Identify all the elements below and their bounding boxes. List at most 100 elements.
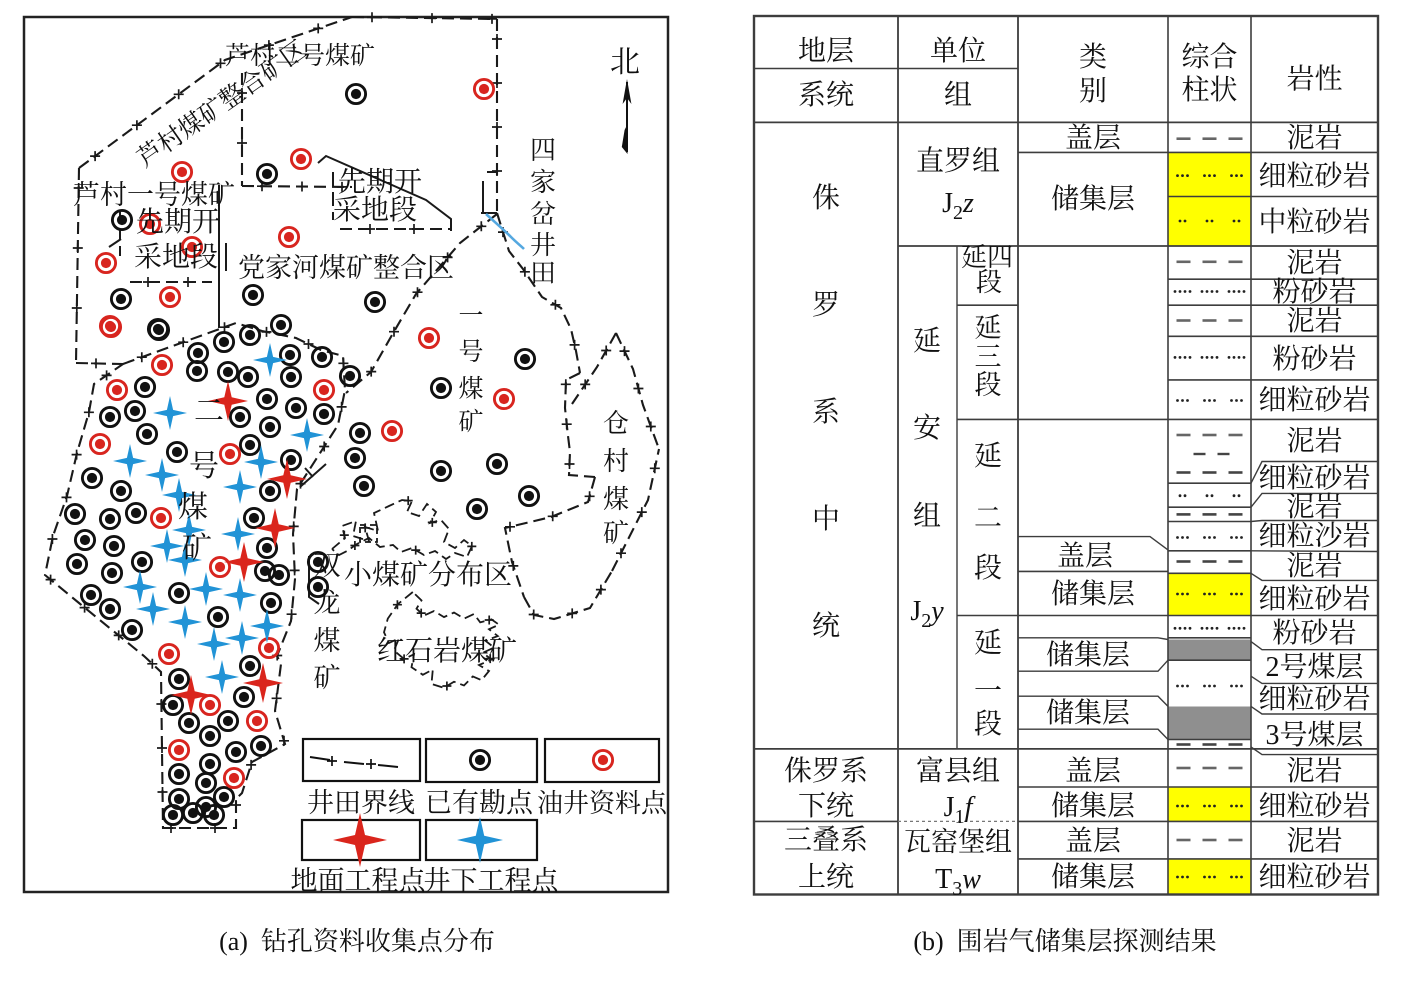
- svg-text:安: 安: [913, 412, 941, 444]
- svg-text:细粒砂岩: 细粒砂岩: [1258, 861, 1370, 893]
- svg-text:储集层: 储集层: [1051, 790, 1135, 822]
- svg-text:粉砂岩: 粉砂岩: [1272, 343, 1356, 375]
- svg-text:矿: 矿: [458, 408, 483, 436]
- svg-text:矿: 矿: [314, 663, 341, 693]
- svg-text:四: 四: [530, 136, 556, 165]
- svg-text:盖层: 盖层: [1057, 540, 1113, 572]
- svg-text:盖层: 盖层: [1065, 755, 1121, 787]
- svg-text:延: 延: [974, 627, 1002, 659]
- svg-text:细粒砂岩: 细粒砂岩: [1258, 462, 1370, 494]
- svg-text:储集层: 储集层: [1051, 183, 1135, 215]
- svg-text:先期开: 先期开: [136, 206, 220, 238]
- svg-text:粉砂岩: 粉砂岩: [1272, 276, 1356, 308]
- svg-text:别: 别: [1079, 75, 1107, 107]
- svg-text:延: 延: [974, 440, 1002, 472]
- svg-text:煤: 煤: [314, 626, 341, 656]
- svg-text:三: 三: [975, 342, 1002, 372]
- svg-text:3号煤层: 3号煤层: [1265, 719, 1363, 751]
- svg-text:二: 二: [974, 503, 1002, 534]
- svg-text:单位: 单位: [930, 35, 986, 67]
- svg-text:延: 延: [975, 313, 1002, 343]
- svg-text:号: 号: [189, 450, 219, 483]
- svg-text:井: 井: [530, 231, 556, 260]
- svg-text:盖层: 盖层: [1065, 122, 1121, 154]
- svg-text:泥岩: 泥岩: [1286, 247, 1342, 279]
- svg-text:煤: 煤: [458, 375, 483, 403]
- svg-text:泥岩: 泥岩: [1286, 122, 1342, 154]
- svg-text:组: 组: [944, 79, 972, 111]
- svg-text:段: 段: [974, 552, 1002, 584]
- svg-text:侏罗系: 侏罗系: [784, 755, 868, 787]
- svg-text:细粒砂岩: 细粒砂岩: [1258, 583, 1370, 615]
- svg-text:储集层: 储集层: [1046, 697, 1130, 729]
- svg-text:三叠系: 三叠系: [784, 824, 868, 856]
- svg-text:储集层: 储集层: [1046, 639, 1130, 671]
- svg-text:采地段: 采地段: [134, 241, 218, 273]
- svg-text:泥岩: 泥岩: [1286, 755, 1342, 787]
- svg-text:先期开: 先期开: [338, 166, 422, 198]
- svg-text:罗: 罗: [812, 290, 840, 321]
- svg-text:仓: 仓: [603, 409, 629, 438]
- svg-text:下统: 下统: [798, 790, 854, 822]
- svg-text:延四: 延四: [961, 243, 1013, 272]
- svg-text:田: 田: [530, 259, 556, 288]
- svg-text:细粒砂岩: 细粒砂岩: [1258, 160, 1370, 192]
- svg-text:段: 段: [974, 708, 1002, 740]
- svg-text:细粒沙岩: 细粒沙岩: [1258, 520, 1370, 552]
- svg-text:中粒砂岩: 中粒砂岩: [1258, 206, 1370, 238]
- svg-text:家: 家: [530, 168, 556, 197]
- svg-text:柱状: 柱状: [1181, 74, 1237, 106]
- svg-text:二: 二: [194, 395, 224, 428]
- svg-text:富县组: 富县组: [916, 755, 1000, 787]
- svg-text:党家河煤矿整合区: 党家河煤矿整合区: [238, 253, 454, 283]
- svg-text:类: 类: [1079, 41, 1107, 73]
- svg-text:(b) 围岩气储集层探测结果: (b) 围岩气储集层探测结果: [913, 927, 1216, 956]
- svg-text:细粒砂岩: 细粒砂岩: [1258, 384, 1370, 416]
- svg-text:油井资料点: 油井资料点: [537, 789, 668, 818]
- svg-text:段: 段: [976, 268, 1002, 297]
- svg-text:系统: 系统: [798, 79, 854, 111]
- svg-text:矿: 矿: [182, 532, 212, 565]
- svg-text:泥岩: 泥岩: [1286, 825, 1342, 857]
- svg-text:芦村一号煤矿: 芦村一号煤矿: [73, 180, 235, 210]
- svg-text:小煤矿分布区: 小煤矿分布区: [344, 559, 512, 591]
- svg-text:一: 一: [458, 303, 483, 330]
- svg-text:中: 中: [812, 503, 840, 535]
- svg-text:储集层: 储集层: [1051, 578, 1135, 610]
- svg-text:北: 北: [610, 46, 640, 79]
- svg-text:矿: 矿: [603, 519, 629, 548]
- svg-text:一: 一: [974, 676, 1002, 707]
- svg-text:(a) 钻孔资料收集点分布: (a) 钻孔资料收集点分布: [219, 927, 495, 956]
- svg-text:系: 系: [812, 396, 840, 428]
- svg-text:盖层: 盖层: [1065, 825, 1121, 857]
- svg-text:侏: 侏: [812, 182, 840, 214]
- svg-text:细粒砂岩: 细粒砂岩: [1258, 790, 1370, 822]
- svg-text:井下工程点: 井下工程点: [424, 866, 560, 896]
- svg-text:村: 村: [603, 447, 629, 476]
- svg-text:红石岩煤矿: 红石岩煤矿: [377, 635, 517, 667]
- svg-text:段: 段: [975, 370, 1002, 400]
- svg-text:泥岩: 泥岩: [1286, 305, 1342, 337]
- svg-text:岩性: 岩性: [1286, 63, 1342, 95]
- svg-text:已有勘点: 已有勘点: [425, 788, 534, 818]
- svg-text:2号煤层: 2号煤层: [1265, 651, 1363, 683]
- svg-text:综合: 综合: [1181, 41, 1237, 73]
- svg-text:泥岩: 泥岩: [1286, 425, 1342, 457]
- svg-text:瓦窑堡组: 瓦窑堡组: [904, 827, 1012, 857]
- svg-text:粉砂岩: 粉砂岩: [1272, 617, 1356, 649]
- svg-text:煤: 煤: [603, 485, 629, 514]
- svg-text:泥岩: 泥岩: [1286, 550, 1342, 582]
- svg-text:地面工程点: 地面工程点: [291, 866, 427, 896]
- svg-text:地层: 地层: [798, 35, 854, 67]
- svg-text:煤: 煤: [178, 491, 208, 524]
- svg-text:采地段: 采地段: [333, 194, 417, 226]
- svg-text:井田界线: 井田界线: [307, 788, 415, 818]
- svg-text:统: 统: [812, 610, 840, 642]
- svg-text:储集层: 储集层: [1051, 861, 1135, 893]
- svg-text:泥岩: 泥岩: [1286, 491, 1342, 523]
- svg-text:直罗组: 直罗组: [916, 145, 1000, 177]
- svg-text:双: 双: [314, 551, 341, 581]
- svg-text:组: 组: [913, 500, 941, 532]
- svg-text:延: 延: [913, 325, 941, 357]
- svg-text:岔: 岔: [530, 200, 556, 229]
